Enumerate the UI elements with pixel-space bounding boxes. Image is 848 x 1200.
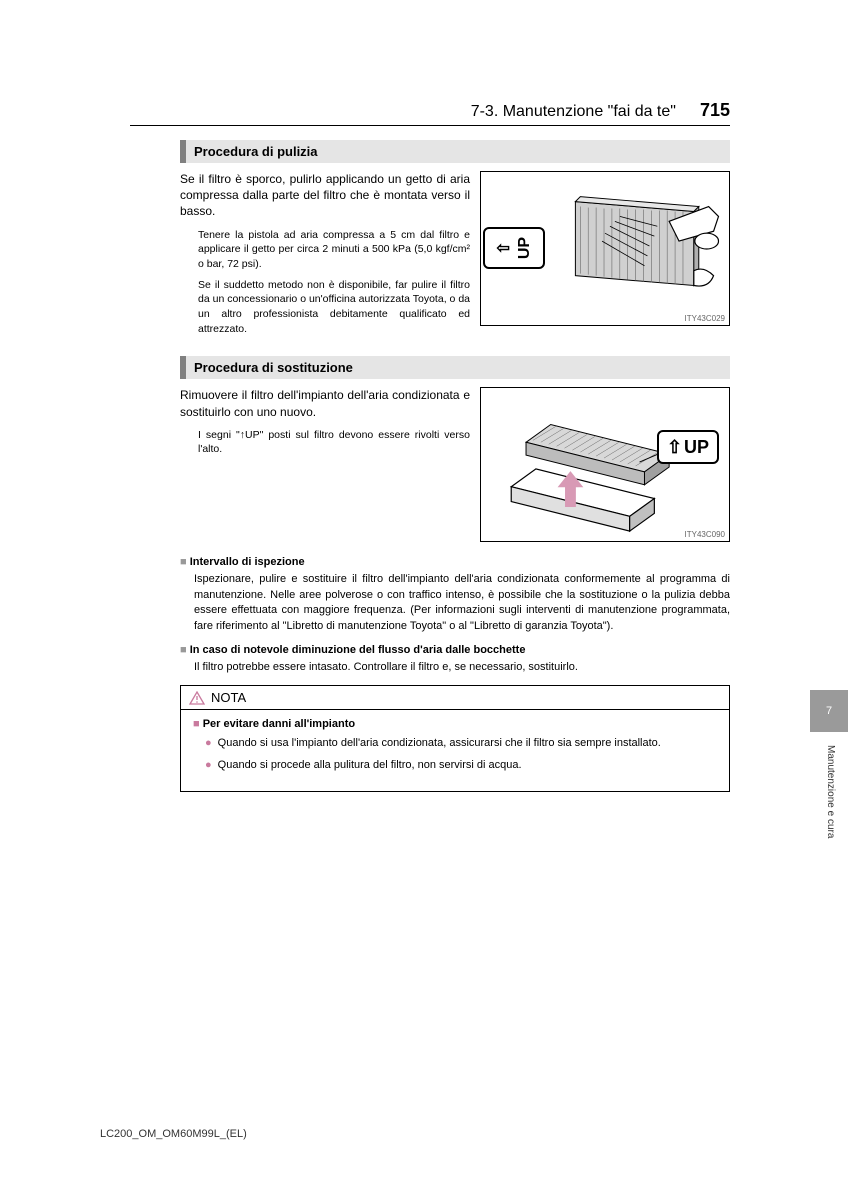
nota-bullet-2-text: Quando si procede alla pulitura del filt…: [218, 758, 522, 773]
up-text-2: UP: [684, 437, 709, 458]
up-text-1: UP: [516, 237, 534, 259]
chapter-tab: 7: [810, 690, 848, 732]
nota-body: Per evitare danni all'impianto ● Quando …: [181, 710, 729, 791]
nota-title: NOTA: [211, 690, 246, 705]
replacement-figure: ⇧UP ITY43C090: [480, 387, 730, 542]
page-number: 715: [700, 100, 730, 121]
replacement-text: Rimuovere il filtro dell'impianto dell'a…: [180, 387, 470, 542]
footer-code: LC200_OM_OM60M99L_(EL): [100, 1128, 247, 1140]
up-label-1: ⇧UP: [483, 227, 545, 269]
bullet-icon: ●: [205, 736, 212, 751]
warning-icon: [189, 691, 205, 705]
note-heading-1: Intervallo di ispezione: [180, 556, 730, 568]
nota-bullet-1: ● Quando si usa l'impianto dell'aria con…: [205, 736, 717, 751]
replacement-illustration: [481, 388, 729, 541]
nota-header: NOTA: [181, 686, 729, 710]
nota-bullet-2: ● Quando si procede alla pulitura del fi…: [205, 758, 717, 773]
page-content: 7-3. Manutenzione "fai da te" 715 Proced…: [130, 100, 730, 792]
cleaning-sub-text-1: Tenere la pistola ad aria compressa a 5 …: [198, 228, 470, 272]
nota-box: NOTA Per evitare danni all'impianto ● Qu…: [180, 685, 730, 792]
figure-id-1: ITY43C029: [685, 314, 725, 323]
up-label-2: ⇧UP: [657, 430, 719, 464]
cleaning-figure: ⇧UP ITY43C029: [480, 171, 730, 326]
note-heading-2: In caso di notevole diminuzione del flus…: [180, 644, 730, 656]
nota-bullet-1-text: Quando si usa l'impianto dell'aria condi…: [218, 736, 661, 751]
chapter-label: Manutenzione e cura: [825, 745, 836, 838]
cleaning-content: Se il filtro è sporco, pulirlo applicand…: [180, 171, 730, 342]
nota-subhead: Per evitare danni all'impianto: [193, 718, 717, 730]
replacement-main-text: Rimuovere il filtro dell'impianto dell'a…: [180, 387, 470, 419]
notes-block: Intervallo di ispezione Ispezionare, pul…: [180, 556, 730, 675]
up-arrow-icon-2: ⇧: [667, 437, 682, 458]
note-text-2: Il filtro potrebbe essere intasato. Cont…: [194, 660, 730, 675]
up-arrow-icon: ⇧: [494, 241, 514, 254]
section-header-replacement: Procedura di sostituzione: [180, 356, 730, 379]
cleaning-text: Se il filtro è sporco, pulirlo applicand…: [180, 171, 470, 342]
cleaning-main-text: Se il filtro è sporco, pulirlo applicand…: [180, 171, 470, 220]
chapter-number: 7: [826, 705, 832, 717]
replacement-content: Rimuovere il filtro dell'impianto dell'a…: [180, 387, 730, 542]
note-text-1: Ispezionare, pulire e sostituire il filt…: [194, 572, 730, 634]
section-header-cleaning: Procedura di pulizia: [180, 140, 730, 163]
section-label: 7-3. Manutenzione "fai da te": [471, 103, 676, 121]
bullet-icon: ●: [205, 758, 212, 773]
replacement-sub-text: I segni "↑UP" posti sul filtro devono es…: [198, 428, 470, 457]
figure-id-2: ITY43C090: [685, 530, 725, 539]
cleaning-sub-text-2: Se il suddetto metodo non è disponibile,…: [198, 278, 470, 337]
page-header: 7-3. Manutenzione "fai da te" 715: [130, 100, 730, 126]
